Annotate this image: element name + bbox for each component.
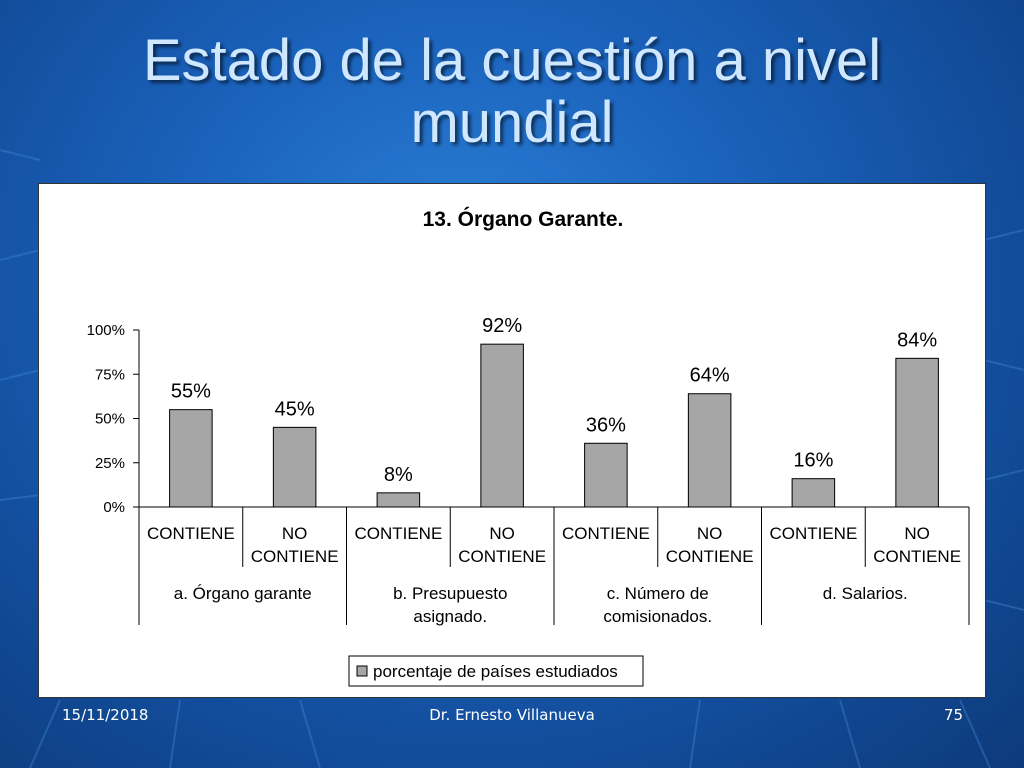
category-label: CONTIENE [873, 547, 961, 566]
data-label: 84% [897, 329, 937, 351]
group-label: comisionados. [603, 607, 712, 626]
legend-swatch [356, 665, 368, 677]
category-label: CONTIENE [458, 547, 546, 566]
y-tick-label: 75% [95, 366, 125, 383]
category-label: CONTIENE [769, 524, 857, 543]
bar [272, 426, 317, 508]
bar [584, 442, 628, 508]
category-label: NO [697, 524, 723, 543]
group-label: asignado. [413, 607, 487, 626]
group-label: d. Salarios. [823, 584, 908, 603]
data-label: 36% [586, 414, 626, 436]
category-label: CONTIENE [562, 524, 650, 543]
slide-title-line-1: Estado de la cuestión a nivel [142, 28, 882, 93]
category-label: CONTIENE [666, 547, 754, 566]
footer-date: 15/11/2018 [62, 706, 149, 724]
category-label: CONTIENE [251, 547, 339, 566]
data-label: 16% [793, 450, 833, 472]
bar [895, 357, 939, 508]
category-label: NO [489, 524, 515, 543]
data-label: 8% [384, 464, 413, 486]
category-label: CONTIENE [147, 524, 235, 543]
footer-page-number: 75 [944, 706, 964, 724]
y-tick-label: 50% [95, 411, 125, 428]
data-label: 45% [275, 398, 315, 420]
group-label: b. Presupuesto [393, 584, 507, 603]
slide-title: Estado de la cuestión a nivel mundial [0, 30, 1024, 154]
legend-box [348, 655, 644, 687]
data-label: 64% [690, 365, 730, 387]
chart-container: 13. Órgano Garante. 0% 25% 50% 75% 100% 55% CO… [38, 183, 986, 698]
legend: porcentaje de países estudiados [348, 655, 644, 687]
category-label: NO [282, 524, 308, 543]
group-label: a. Órgano garante [174, 584, 312, 603]
footer-author: Dr. Ernesto Villanueva [429, 706, 595, 724]
bar [687, 393, 732, 508]
chart-title: 13. Órgano Garante. [423, 207, 624, 231]
group-label: c. Número de [607, 584, 709, 603]
bar [376, 492, 421, 508]
category-label: CONTIENE [354, 524, 442, 543]
slide-title-line-2: mundial [410, 90, 614, 155]
y-tick-label: 25% [95, 455, 125, 472]
bar [480, 343, 524, 508]
legend-label: porcentaje de países estudiados [373, 662, 618, 681]
category-label: NO [904, 524, 930, 543]
bar-chart: 13. Órgano Garante. 0% 25% 50% 75% 100% 55% CO… [87, 207, 970, 687]
y-tick-label: 0% [103, 499, 125, 516]
y-tick-label: 100% [87, 322, 125, 339]
bar [791, 478, 836, 508]
data-label: 55% [171, 381, 211, 403]
data-label: 92% [482, 315, 522, 337]
bar [169, 409, 213, 508]
